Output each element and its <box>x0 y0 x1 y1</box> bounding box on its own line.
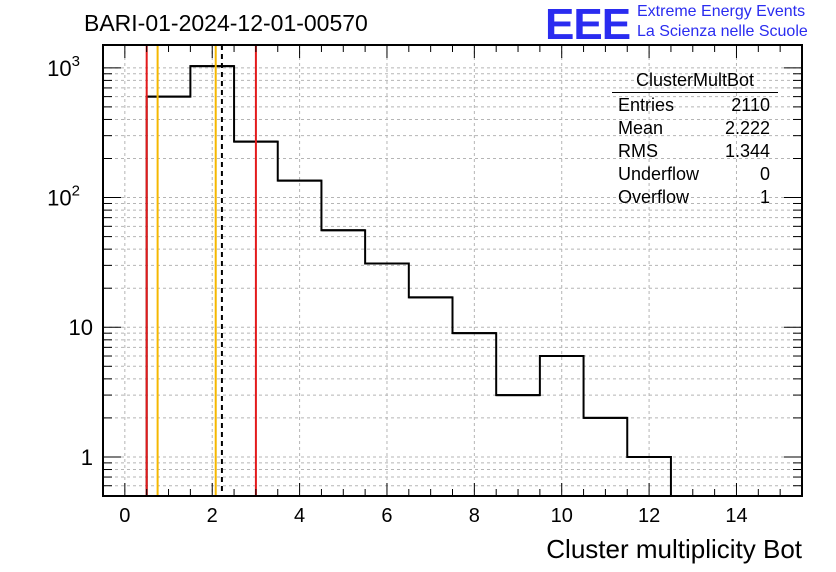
stats-value: 1.344 <box>724 141 770 161</box>
stats-value: 0 <box>759 164 770 184</box>
x-axis-label: Cluster multiplicity Bot <box>546 534 802 564</box>
eee-logo-mark: EEE <box>545 0 631 49</box>
stats-label: Underflow <box>618 164 700 184</box>
stats-value: 1 <box>759 187 770 207</box>
logo-line-2: La Scienza nelle Scuole <box>637 23 808 40</box>
stats-label: RMS <box>618 141 658 161</box>
y-tick-label: 1 <box>81 445 93 470</box>
stats-label: Entries <box>618 95 675 115</box>
stats-row-entries: Entries 2110 <box>612 94 778 117</box>
stats-row-rms: RMS 1.344 <box>612 140 778 163</box>
stats-label: Mean <box>618 118 664 138</box>
x-tick-label: 4 <box>294 505 305 527</box>
stats-value: 2110 <box>731 95 770 115</box>
stats-box-name: ClusterMultBot <box>612 70 778 93</box>
x-tick-label: 12 <box>638 505 660 527</box>
stats-label: Overflow <box>618 187 690 207</box>
stats-value: 2.222 <box>724 118 770 138</box>
logo-line-1: Extreme Energy Events <box>637 3 806 20</box>
stats-row-mean: Mean 2.222 <box>612 117 778 140</box>
x-tick-label: 0 <box>119 505 130 527</box>
x-tick-label: 14 <box>725 505 747 527</box>
y-tick-label: 102 <box>47 183 80 211</box>
y-tick-label: 10 <box>69 315 93 340</box>
x-tick-label: 6 <box>381 505 392 527</box>
x-tick-label: 10 <box>551 505 573 527</box>
x-tick-label: 2 <box>207 505 218 527</box>
stats-row-overflow: Overflow 1 <box>612 186 778 209</box>
stats-box: ClusterMultBot Entries 2110 Mean 2.222 R… <box>612 70 778 209</box>
chart-title: BARI-01-2024-12-01-00570 <box>84 10 368 36</box>
stats-row-underflow: Underflow 0 <box>612 163 778 186</box>
x-tick-label: 8 <box>469 505 480 527</box>
y-tick-label: 103 <box>47 53 80 81</box>
histogram-outline <box>145 65 672 496</box>
